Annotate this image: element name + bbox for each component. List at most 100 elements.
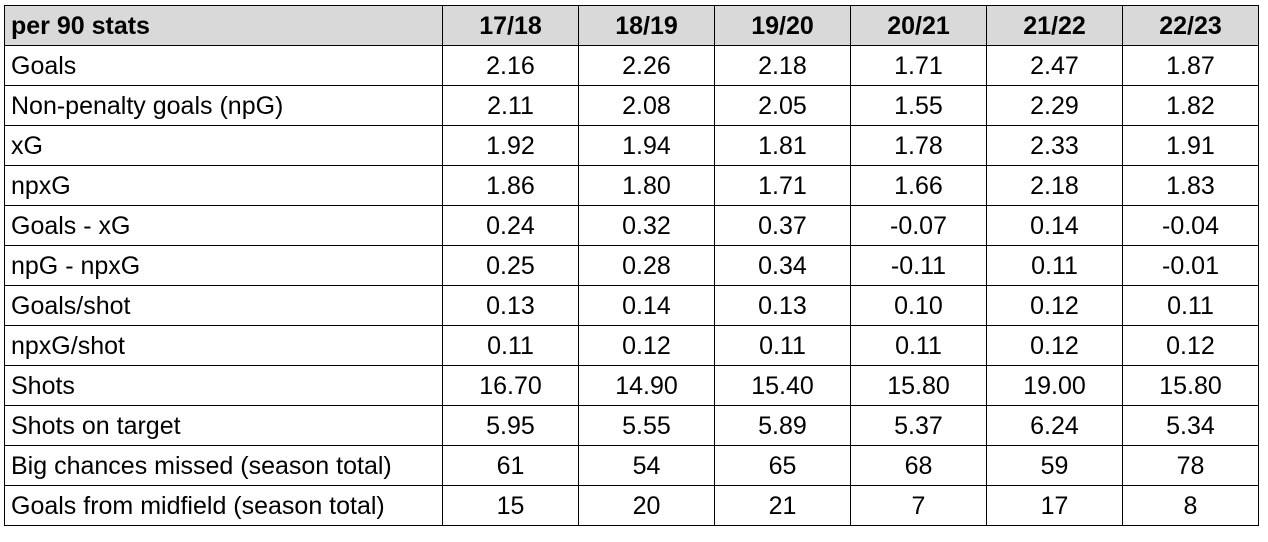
per90-stats-table: per 90 stats 17/18 18/19 19/20 20/21 21/… [4,5,1259,526]
table-cell: 0.12 [1122,325,1259,366]
table-cell: 14.90 [578,365,715,406]
table-cell: 5.37 [850,405,987,446]
table-cell: 15.80 [1122,365,1259,406]
table-cell: -0.07 [850,205,987,246]
season-header-19-20: 19/20 [714,5,851,46]
table-cell: 16.70 [442,365,579,406]
table-row: Goals - xG 0.24 0.32 0.37 -0.07 0.14 -0.… [4,205,1259,246]
row-label: Non-penalty goals (npG) [4,85,443,126]
table-cell: 0.14 [578,285,715,326]
table-row: Goals 2.16 2.26 2.18 1.71 2.47 1.87 [4,45,1259,86]
table-cell: 1.92 [442,125,579,166]
table-cell: 2.18 [986,165,1123,206]
table-cell: 1.86 [442,165,579,206]
table-cell: 8 [1122,485,1259,526]
season-header-17-18: 17/18 [442,5,579,46]
row-label: Goals [4,45,443,86]
table-cell: 5.95 [442,405,579,446]
table-cell: 2.18 [714,45,851,86]
table-cell: 1.82 [1122,85,1259,126]
table-cell: 2.11 [442,85,579,126]
table-cell: 0.11 [986,245,1123,286]
table-row: npxG/shot 0.11 0.12 0.11 0.11 0.12 0.12 [4,325,1259,366]
table-cell: 5.89 [714,405,851,446]
table-cell: 2.47 [986,45,1123,86]
table-row: Big chances missed (season total) 61 54 … [4,445,1259,486]
table-cell: 65 [714,445,851,486]
table-cell: 1.55 [850,85,987,126]
table-cell: 0.11 [442,325,579,366]
table-cell: 17 [986,485,1123,526]
table-cell: 7 [850,485,987,526]
table-cell: 0.11 [714,325,851,366]
row-label: npxG [4,165,443,206]
table-cell: 0.11 [850,325,987,366]
table-cell: 1.78 [850,125,987,166]
table-row: Non-penalty goals (npG) 2.11 2.08 2.05 1… [4,85,1259,126]
header-label-cell: per 90 stats [4,5,443,46]
table-cell: 0.34 [714,245,851,286]
row-label: Big chances missed (season total) [4,445,443,486]
table-cell: 1.71 [714,165,851,206]
row-label: npG - npxG [4,245,443,286]
table-cell: 0.24 [442,205,579,246]
table-cell: 0.13 [442,285,579,326]
table-cell: 1.80 [578,165,715,206]
header-row: per 90 stats 17/18 18/19 19/20 20/21 21/… [4,5,1259,46]
table-cell: -0.01 [1122,245,1259,286]
table-row: Goals from midfield (season total) 15 20… [4,485,1259,526]
table-cell: 0.12 [578,325,715,366]
table-cell: 1.71 [850,45,987,86]
table-cell: 0.14 [986,205,1123,246]
row-label: Goals/shot [4,285,443,326]
table-cell: 0.25 [442,245,579,286]
table-cell: 6.24 [986,405,1123,446]
table-row: Goals/shot 0.13 0.14 0.13 0.10 0.12 0.11 [4,285,1259,326]
table-cell: 0.37 [714,205,851,246]
table-row: Shots on target 5.95 5.55 5.89 5.37 6.24… [4,405,1259,446]
season-header-22-23: 22/23 [1122,5,1259,46]
season-header-21-22: 21/22 [986,5,1123,46]
table-cell: 1.83 [1122,165,1259,206]
table-cell: 54 [578,445,715,486]
table-row: xG 1.92 1.94 1.81 1.78 2.33 1.91 [4,125,1259,166]
table-cell: 2.08 [578,85,715,126]
row-label: Goals - xG [4,205,443,246]
table-cell: 0.10 [850,285,987,326]
table-cell: 1.87 [1122,45,1259,86]
table-cell: 0.12 [986,325,1123,366]
table-cell: 2.33 [986,125,1123,166]
table-cell: -0.11 [850,245,987,286]
table-row: npG - npxG 0.25 0.28 0.34 -0.11 0.11 -0.… [4,245,1259,286]
table-cell: 20 [578,485,715,526]
table-cell: 2.16 [442,45,579,86]
table-row: npxG 1.86 1.80 1.71 1.66 2.18 1.83 [4,165,1259,206]
table-cell: 15 [442,485,579,526]
table-cell: 5.55 [578,405,715,446]
table-cell: 0.13 [714,285,851,326]
table-cell: 19.00 [986,365,1123,406]
table-cell: 0.11 [1122,285,1259,326]
row-label: Shots on target [4,405,443,446]
table-cell: 15.40 [714,365,851,406]
row-label: Shots [4,365,443,406]
table-cell: 2.26 [578,45,715,86]
table-cell: 15.80 [850,365,987,406]
table-cell: 0.28 [578,245,715,286]
table-cell: -0.04 [1122,205,1259,246]
table-cell: 0.12 [986,285,1123,326]
table-cell: 1.91 [1122,125,1259,166]
table-cell: 2.05 [714,85,851,126]
table-cell: 0.32 [578,205,715,246]
row-label: Goals from midfield (season total) [4,485,443,526]
table-cell: 1.66 [850,165,987,206]
season-header-20-21: 20/21 [850,5,987,46]
row-label: npxG/shot [4,325,443,366]
table-cell: 61 [442,445,579,486]
table-cell: 21 [714,485,851,526]
table-cell: 5.34 [1122,405,1259,446]
season-header-18-19: 18/19 [578,5,715,46]
table-cell: 1.94 [578,125,715,166]
table-cell: 78 [1122,445,1259,486]
